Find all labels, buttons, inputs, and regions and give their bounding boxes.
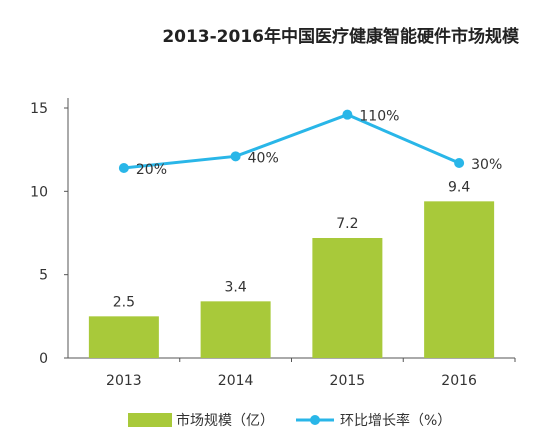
legend: 市场规模（亿） 环比增长率（%）	[128, 412, 451, 429]
legend-bar-label: 市场规模（亿）	[176, 412, 274, 429]
legend-line-label: 环比增长率（%）	[340, 412, 451, 429]
x-tick-label: 2013	[106, 373, 142, 389]
bar-series	[88, 201, 495, 358]
growth-value-label: 40%	[248, 150, 279, 166]
growth-point	[454, 158, 465, 168]
bar-value-label: 9.4	[448, 179, 470, 195]
chart-title: 2013-2016年中国医疗健康智能硬件市场规模	[162, 27, 519, 47]
bar	[88, 316, 159, 358]
bar-value-label: 2.5	[113, 294, 135, 310]
x-tick-label: 2016	[441, 373, 477, 389]
x-tick-label: 2015	[330, 373, 366, 389]
legend-line-marker	[310, 415, 320, 425]
bar	[200, 301, 271, 358]
y-tick-label: 15	[30, 101, 48, 117]
growth-value-label: 110%	[359, 109, 399, 125]
growth-point	[230, 151, 241, 162]
bar-value-label: 7.2	[336, 216, 358, 232]
growth-point	[118, 163, 129, 173]
line-series	[118, 109, 465, 173]
bar	[424, 201, 495, 358]
x-tick-label: 2014	[218, 373, 254, 389]
y-tick-label: 5	[39, 268, 48, 284]
y-tick-label: 0	[39, 351, 48, 367]
y-tick-label: 10	[30, 184, 48, 200]
bar	[312, 238, 383, 358]
bar-value-label: 3.4	[224, 279, 246, 295]
growth-value-label: 20%	[136, 162, 167, 178]
growth-line	[123, 113, 460, 170]
growth-point	[342, 109, 353, 120]
axes: 0 5 10 15 2013 2014 2015 2016	[30, 98, 516, 389]
growth-value-label: 30%	[471, 157, 502, 173]
data-labels: 2.5 3.4 7.2 9.4 20% 40% 110% 30%	[113, 109, 503, 311]
legend-bar-swatch	[128, 413, 172, 427]
